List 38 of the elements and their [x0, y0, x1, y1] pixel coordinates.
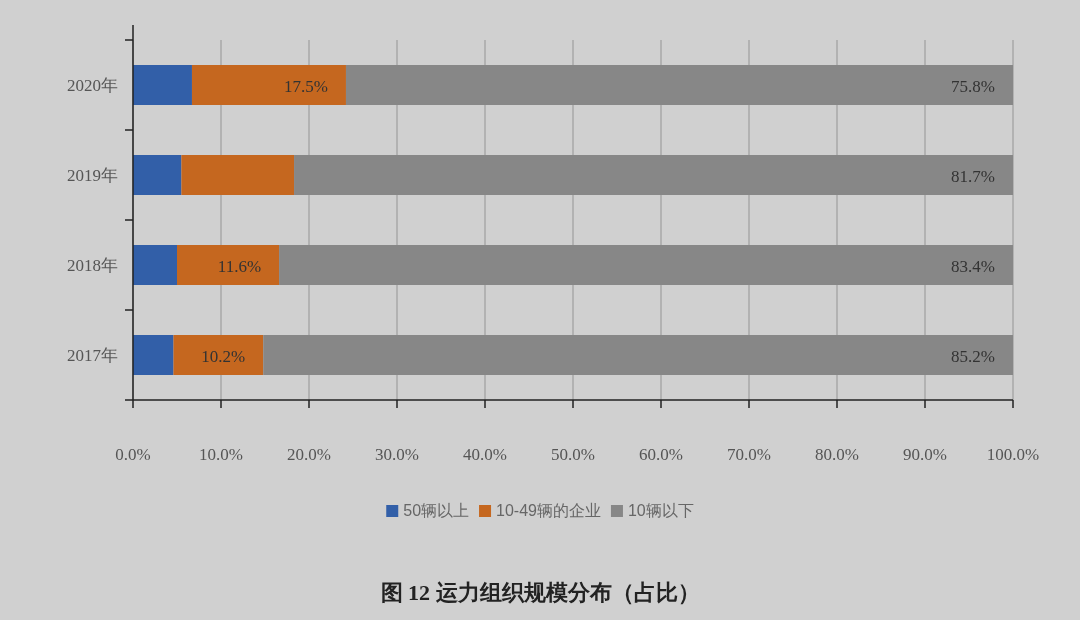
x-tick-label: 40.0% — [463, 445, 507, 464]
bar — [191, 65, 346, 105]
x-tick-label: 30.0% — [375, 445, 419, 464]
bar — [133, 65, 192, 105]
data-label: 17.5% — [284, 77, 328, 96]
bar — [279, 245, 1013, 285]
data-label: 81.7% — [951, 167, 995, 186]
text: 图 12 运力组织规模分布（占比） — [380, 580, 700, 605]
y-tick-label: 2017年 — [67, 346, 118, 365]
y-tick-label: 2019年 — [67, 166, 118, 185]
bar — [133, 245, 177, 285]
y-tick-label: 2018年 — [67, 256, 118, 275]
bar — [345, 65, 1013, 105]
bar — [294, 155, 1013, 195]
data-label: 83.4% — [951, 257, 995, 276]
x-tick-label: 20.0% — [287, 445, 331, 464]
bar — [173, 335, 264, 375]
bar — [263, 335, 1013, 375]
data-label: 11.6% — [217, 257, 262, 276]
x-tick-label: 0.0% — [115, 445, 151, 464]
x-tick-label: 70.0% — [727, 445, 771, 464]
x-tick-label: 60.0% — [639, 445, 683, 464]
data-label: 75.8% — [951, 77, 995, 96]
legend-label: 50辆以上 — [403, 502, 470, 519]
x-tick-label: 90.0% — [903, 445, 947, 464]
bar — [181, 155, 295, 195]
x-tick-label: 100.0% — [986, 445, 1040, 464]
bar — [177, 245, 280, 285]
data-label: 85.2% — [951, 347, 995, 366]
x-tick-label: 50.0% — [551, 445, 595, 464]
x-tick-label: 10.0% — [199, 445, 243, 464]
data-label: 10.2% — [201, 347, 246, 366]
x-tick-label: 80.0% — [815, 445, 859, 464]
legend-label: 10辆以下 — [627, 502, 694, 519]
y-tick-label: 2020年 — [67, 76, 118, 95]
bar — [133, 335, 174, 375]
bar — [133, 155, 182, 195]
legend-label: 10-49辆的企业 — [496, 502, 601, 519]
